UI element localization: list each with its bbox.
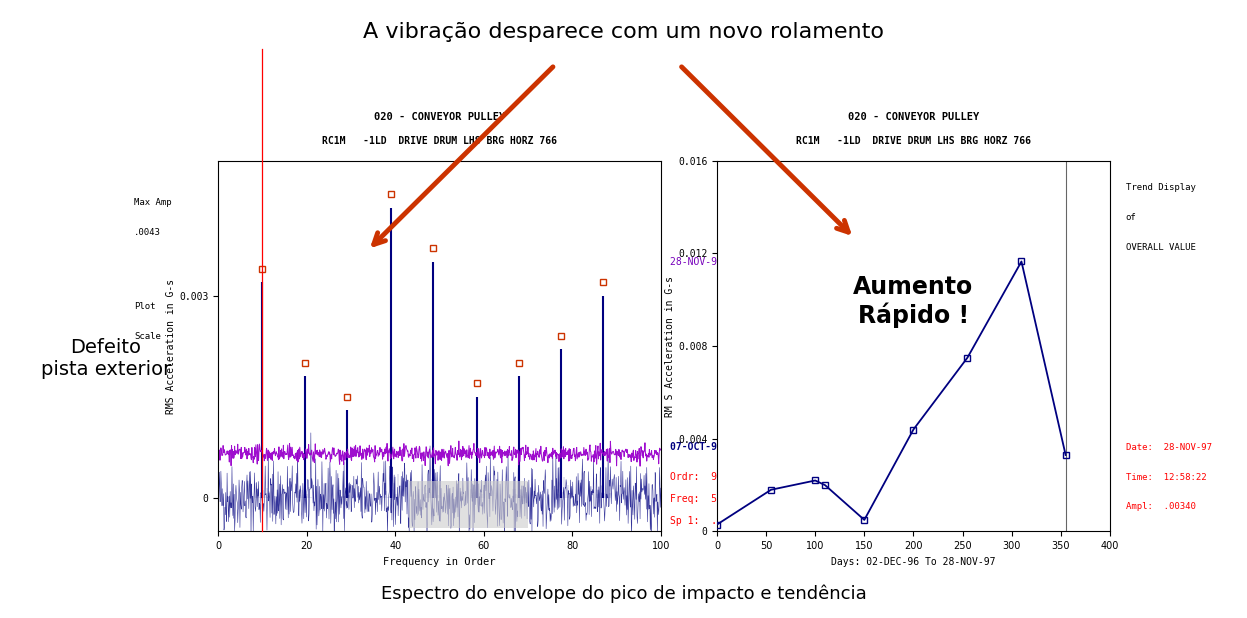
Text: Date:  28-NOV-97: Date: 28-NOV-97: [1126, 443, 1212, 452]
Text: Plot: Plot: [135, 302, 156, 311]
Text: RC1M   -1LD  DRIVE DRUM LHS BRG HORZ 766: RC1M -1LD DRIVE DRUM LHS BRG HORZ 766: [796, 136, 1031, 146]
X-axis label: Days: 02-DEC-96 To 28-NOV-97: Days: 02-DEC-96 To 28-NOV-97: [832, 557, 995, 567]
Text: 07-OCT-97  11:10: 07-OCT-97 11:10: [670, 442, 763, 452]
Text: .0043: .0043: [135, 228, 161, 237]
Text: Aumento
Rápido !: Aumento Rápido !: [853, 275, 974, 328]
Text: 020 - CONVEYOR PULLEY: 020 - CONVEYOR PULLEY: [848, 112, 979, 122]
Text: Scale: Scale: [135, 332, 161, 341]
Text: Espectro do envelope do pico de impacto e tendência: Espectro do envelope do pico de impacto …: [380, 584, 867, 603]
Text: Sp 1:  .00394: Sp 1: .00394: [670, 516, 746, 526]
Text: Trend Display: Trend Display: [1126, 184, 1196, 192]
Text: Max Amp: Max Amp: [135, 198, 172, 207]
X-axis label: Frequency in Order: Frequency in Order: [383, 557, 496, 567]
Text: Ampl:  .00340: Ampl: .00340: [1126, 502, 1196, 511]
Text: 020 - CONVEYOR PULLEY: 020 - CONVEYOR PULLEY: [374, 112, 505, 122]
Text: of: of: [1126, 213, 1136, 222]
Text: Freq:  5.399: Freq: 5.399: [670, 494, 741, 504]
Text: 28-NOV-97  12:58: 28-NOV-97 12:58: [670, 256, 763, 266]
Y-axis label: RM S Acceleration in G-s: RM S Acceleration in G-s: [665, 276, 675, 417]
Text: OVERALL VALUE: OVERALL VALUE: [1126, 243, 1196, 252]
Text: RC1M   -1LD  DRIVE DRUM LHS BRG HORZ 766: RC1M -1LD DRIVE DRUM LHS BRG HORZ 766: [322, 136, 557, 146]
Text: A vibração desparece com um novo rolamento: A vibração desparece com um novo rolamen…: [363, 22, 884, 41]
Y-axis label: RMS Acceleration in G-s: RMS Acceleration in G-s: [166, 279, 176, 413]
Bar: [409, 481, 529, 528]
Text: Defeito
pista exterior: Defeito pista exterior: [41, 338, 171, 379]
Text: Time:  12:58:22: Time: 12:58:22: [1126, 473, 1206, 481]
Text: Ordr:  9.758: Ordr: 9.758: [670, 472, 741, 481]
